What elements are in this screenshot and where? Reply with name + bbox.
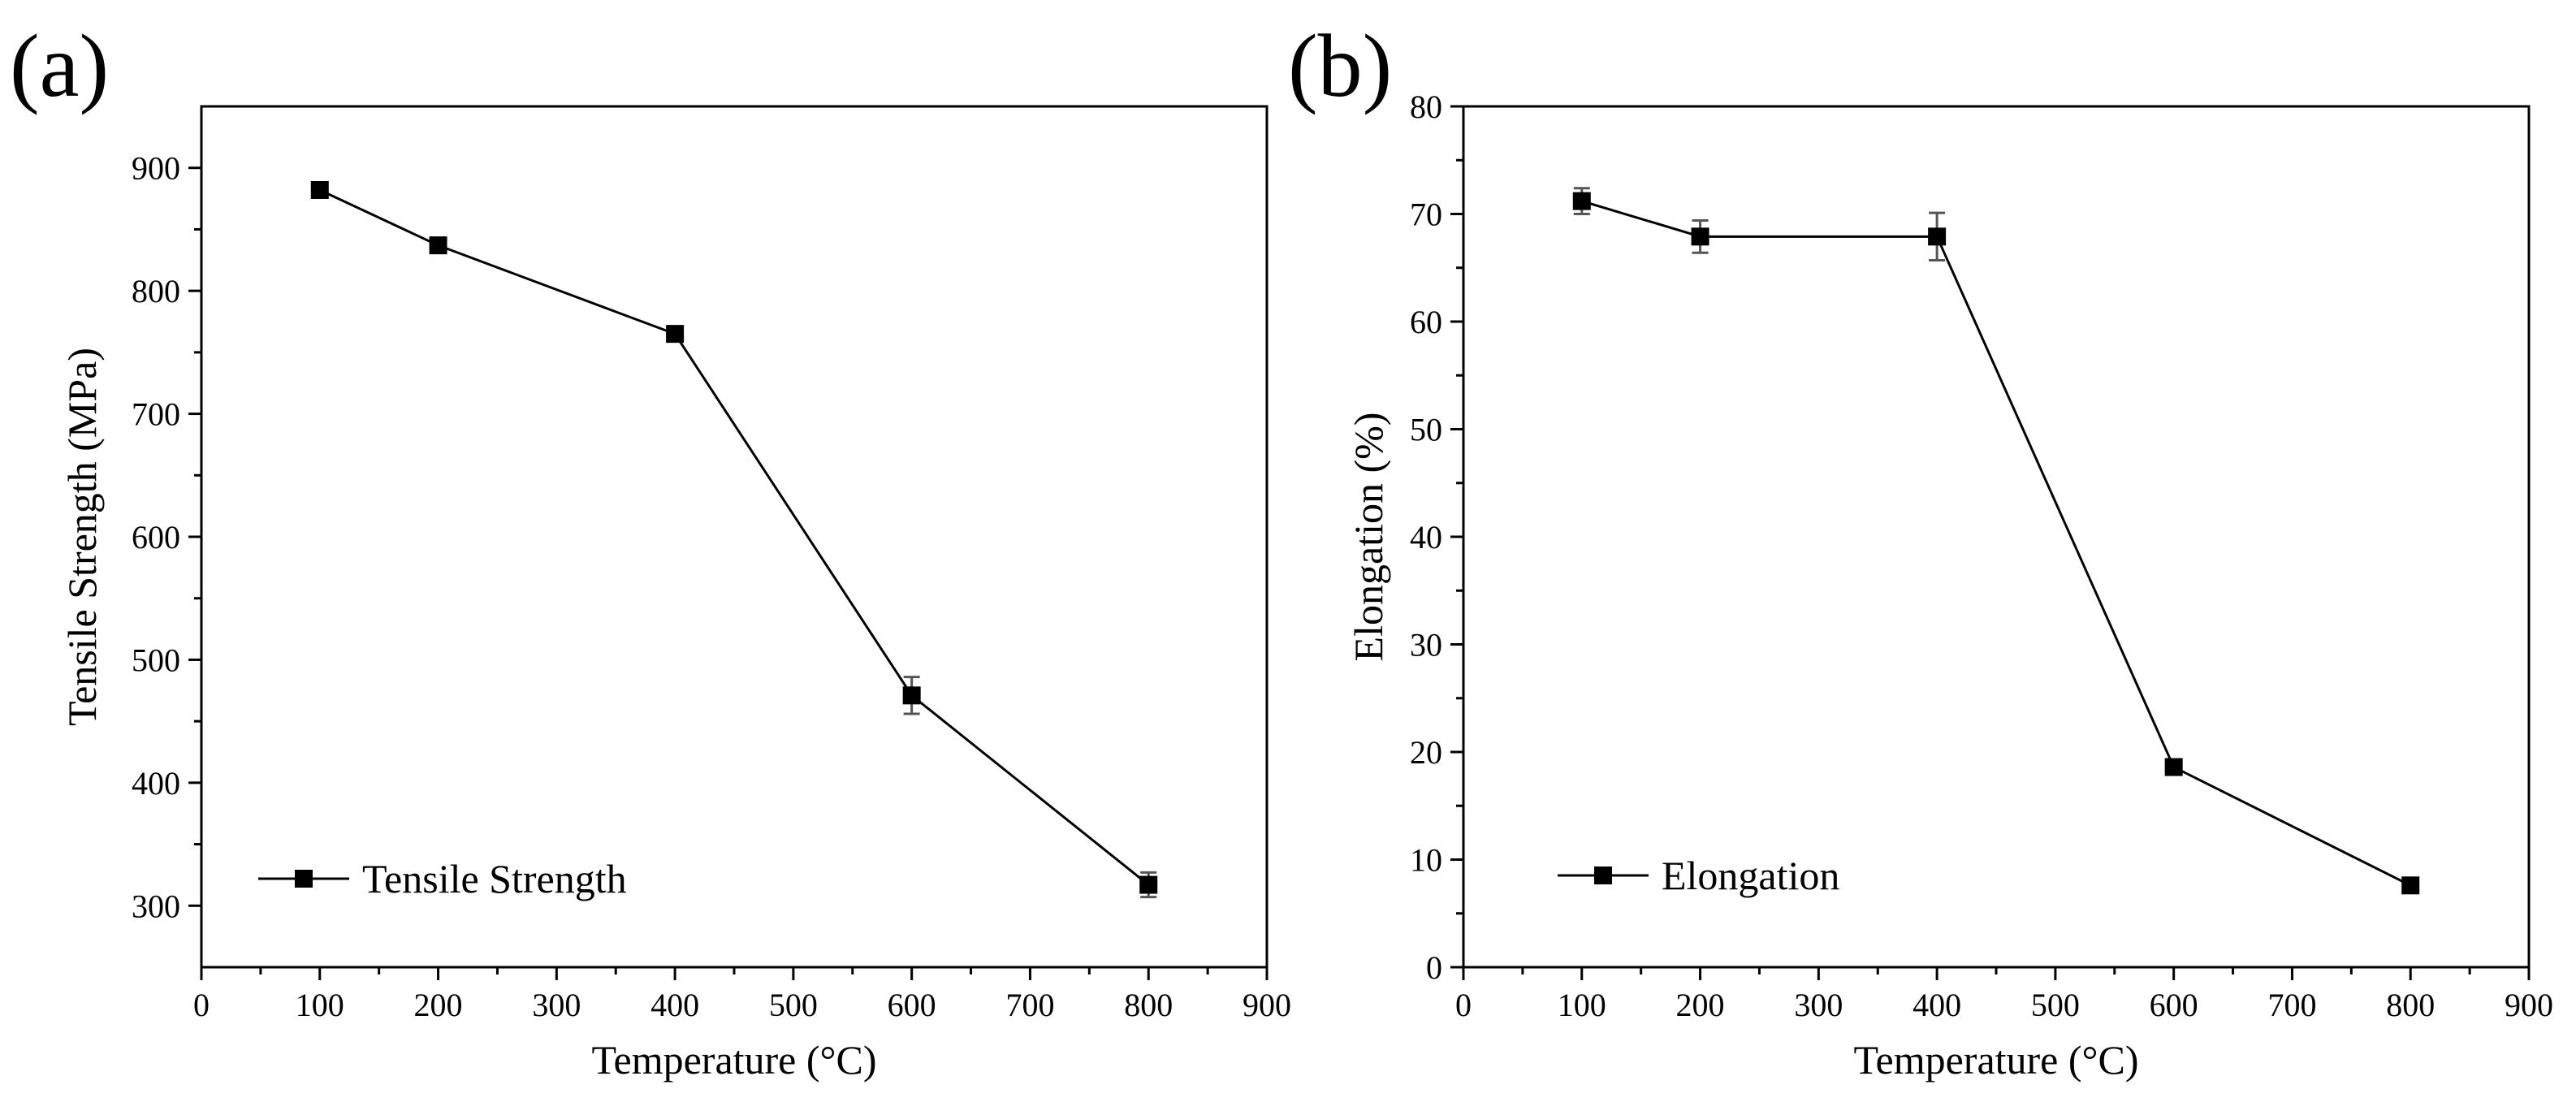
- y-tick-label: 700: [132, 396, 180, 433]
- x-tick-label: 700: [2267, 987, 2316, 1023]
- plot-frame: [1462, 105, 2531, 969]
- y-tick-label: 800: [132, 273, 180, 309]
- panel-label: (b): [1288, 16, 1392, 115]
- data-point: [1691, 227, 1709, 246]
- y-axis-title: Tensile Strength (MPa): [59, 348, 105, 726]
- y-tick-label: 10: [1410, 842, 1442, 879]
- x-tick-label: 400: [1913, 987, 1961, 1023]
- plot-frame: [200, 105, 1269, 969]
- x-tick-label: 800: [1124, 987, 1173, 1023]
- x-tick-label: 600: [2150, 987, 2198, 1023]
- y-tick-label: 70: [1410, 197, 1442, 233]
- y-tick-label: 40: [1410, 519, 1442, 555]
- x-tick-label: 200: [414, 987, 463, 1023]
- x-tick-label: 600: [888, 987, 936, 1023]
- y-tick-label: 500: [132, 642, 180, 678]
- x-tick-label: 0: [193, 987, 210, 1023]
- data-point: [1928, 227, 1947, 246]
- data-point: [2401, 876, 2420, 895]
- data-point: [2164, 758, 2183, 776]
- x-tick-label: 400: [650, 987, 699, 1023]
- legend-label: Elongation: [1662, 853, 1839, 898]
- x-tick-label: 200: [1676, 987, 1725, 1023]
- x-tick-label: 700: [1005, 987, 1054, 1023]
- x-tick-label: 0: [1455, 987, 1472, 1023]
- y-tick-label: 50: [1410, 412, 1442, 448]
- y-tick-label: 80: [1410, 89, 1442, 125]
- x-tick-label: 300: [1794, 987, 1843, 1023]
- x-tick-label: 900: [2505, 987, 2553, 1023]
- data-point: [429, 236, 447, 255]
- y-tick-label: 60: [1410, 304, 1442, 340]
- chart-panel-a: 0 100 200 300 400 500 600 700 800 900 300 400 500 600…: [10, 16, 1291, 1083]
- y-tick-label: 600: [132, 519, 180, 555]
- x-tick-label: 100: [1558, 987, 1606, 1023]
- y-tick-label: 900: [132, 150, 180, 187]
- panel-label: (a): [10, 16, 109, 115]
- y-tick-label: 30: [1410, 627, 1442, 663]
- legend-marker: [295, 870, 313, 888]
- x-tick-label: 300: [532, 987, 581, 1023]
- legend-marker: [1594, 867, 1612, 884]
- y-tick-label: 0: [1426, 949, 1442, 986]
- x-tick-label: 500: [2031, 987, 2080, 1023]
- x-axis-title: Temperature (°C): [591, 1037, 876, 1083]
- x-tick-label: 500: [769, 987, 818, 1023]
- series-line: [319, 188, 1150, 886]
- x-axis-title: Temperature (°C): [1853, 1037, 2138, 1083]
- data-point: [666, 325, 685, 344]
- data-point: [902, 686, 921, 705]
- x-tick-label: 800: [2386, 987, 2435, 1023]
- y-axis-title: Elongation (%): [1346, 413, 1391, 662]
- x-tick-label: 900: [1243, 987, 1291, 1023]
- legend: Elongation: [1558, 853, 1839, 898]
- data-point: [1139, 875, 1158, 894]
- chart-panel-b: 0 100 200 300 400 500 600 700 800 900 0 10 20 30 40 50 6…: [1288, 16, 2553, 1083]
- y-tick-label: 300: [132, 888, 180, 924]
- data-point: [310, 180, 329, 199]
- y-tick-label: 400: [132, 765, 180, 802]
- x-tick-label: 100: [296, 987, 344, 1023]
- series-line: [1581, 200, 2411, 887]
- legend-label: Tensile Strength: [362, 856, 627, 901]
- data-point: [1572, 192, 1591, 210]
- legend: Tensile Strength: [258, 856, 627, 901]
- y-tick-label: 20: [1410, 734, 1442, 771]
